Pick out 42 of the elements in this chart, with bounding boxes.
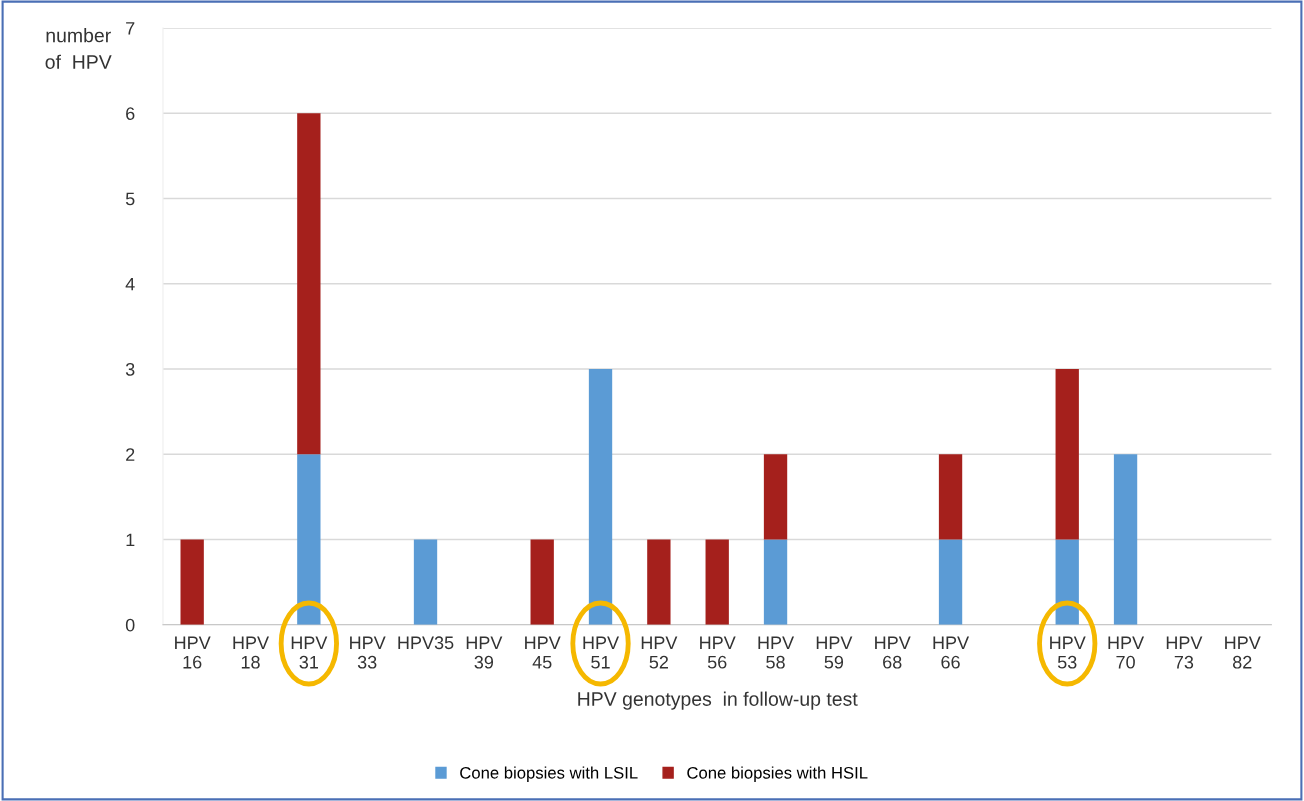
x-tick-label: HPV 39 [466, 636, 503, 669]
x-tick-label: HPV 31 [291, 636, 328, 669]
bar [413, 539, 438, 625]
y-tick-label: 5 [125, 192, 135, 206]
legend-label: Cone biopsies with HSIL [687, 766, 868, 782]
legend-label: Cone biopsies with LSIL [460, 766, 638, 782]
x-tick-label: HPV 59 [816, 636, 853, 669]
x-tick-label: HPV 73 [1166, 636, 1203, 669]
x-axis-title: HPV genotypes in follow-up test [578, 691, 858, 710]
bar [1113, 454, 1138, 625]
x-tick-label: HPV 51 [583, 636, 620, 669]
y-tick-label: 1 [126, 533, 135, 547]
bar [938, 454, 963, 540]
bar [180, 539, 204, 625]
x-tick-label: HPV 18 [233, 636, 269, 669]
bar [938, 539, 963, 625]
x-tick-label: HPV 70 [1108, 636, 1145, 669]
x-tick-label: HPV 45 [525, 636, 561, 669]
y-tick-label: 6 [126, 107, 135, 120]
x-tick-label: HPV 58 [758, 636, 795, 669]
x-tick-label: HPV 56 [700, 636, 736, 669]
y-tick-label: 4 [125, 277, 135, 291]
bar [763, 454, 788, 540]
y-tick-label: 3 [125, 362, 135, 376]
bar [297, 113, 321, 455]
x-tick-label: HPV 16 [175, 636, 211, 669]
bar [647, 539, 671, 625]
x-tick-label: HPV 53 [1050, 636, 1086, 669]
y-axis-title: number of HPV [45, 28, 112, 69]
x-tick-label: HPV 66 [933, 636, 970, 669]
bar [705, 539, 729, 625]
bar [763, 539, 788, 625]
bar [1055, 369, 1079, 540]
y-tick-label: 7 [126, 22, 135, 35]
x-tick-label: HPV 68 [875, 636, 911, 669]
x-tick-label: HPV 33 [350, 636, 386, 669]
y-tick-label: 0 [125, 618, 135, 632]
x-tick-label: HPV 52 [641, 636, 678, 669]
y-tick-label: 2 [126, 448, 135, 461]
bar [530, 539, 554, 625]
x-tick-label: HPV35 [398, 636, 454, 650]
x-tick-label: HPV 82 [1225, 636, 1261, 669]
